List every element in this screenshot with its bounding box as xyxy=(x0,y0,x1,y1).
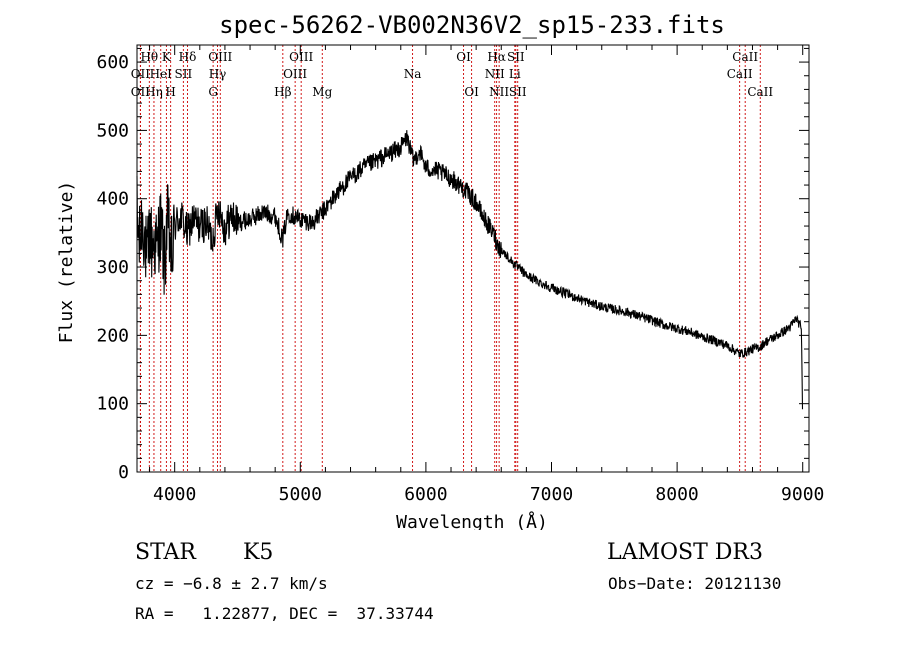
line-label-13: OIII xyxy=(283,67,307,81)
line-label-17: OI xyxy=(456,50,471,64)
x-tick-label-2: 6000 xyxy=(404,484,447,505)
spectral-line-labels: OII OII Hθ Hη HeI K H SII Hδ G Hγ OIII Hβ OIII OIII Mg N… xyxy=(131,50,774,99)
spectrum-line xyxy=(136,130,804,410)
x-tick-label-1: 5000 xyxy=(279,484,322,505)
line-label-6: H xyxy=(165,85,175,99)
line-label-1: OII xyxy=(131,85,151,99)
line-label-5: K xyxy=(162,50,172,64)
y-tick-label-5: 500 xyxy=(96,120,129,141)
y-axis-label: Flux (relative) xyxy=(56,181,77,344)
line-label-22: Li xyxy=(509,67,521,81)
line-label-16: Na xyxy=(404,67,422,81)
obs-date: Obs−Date: 20121130 xyxy=(608,574,782,593)
survey-name: LAMOST DR3 xyxy=(607,540,763,565)
line-label-27: CaII xyxy=(747,85,773,99)
redshift-text: cz = −6.8 ± 2.7 km/s xyxy=(135,574,328,593)
line-label-23: SII xyxy=(507,50,525,64)
line-label-20: Hα xyxy=(487,50,506,64)
x-axis-label: Wavelength (Å) xyxy=(396,511,548,530)
line-label-10: Hγ xyxy=(209,67,227,81)
line-label-19: NII xyxy=(485,67,505,81)
y-tick-label-4: 400 xyxy=(96,189,129,210)
object-subclass: K5 xyxy=(243,540,274,565)
line-label-3: Hη xyxy=(145,85,163,99)
chart-title: spec-56262-VB002N36V2_sp15-233.fits xyxy=(219,11,725,39)
line-label-15: Mg xyxy=(312,85,332,99)
line-label-24: SII xyxy=(509,85,527,99)
x-tick-label-5: 9000 xyxy=(781,484,824,505)
y-tick-label-0: 0 xyxy=(118,462,129,483)
line-label-2: Hθ xyxy=(140,50,158,64)
line-label-25: CaII xyxy=(727,67,753,81)
x-tick-label-0: 4000 xyxy=(153,484,196,505)
coordinates: RA = 1.22877, DEC = 37.33744 xyxy=(135,604,434,623)
y-tick-label-3: 300 xyxy=(96,257,129,278)
x-tick-label-3: 7000 xyxy=(530,484,573,505)
line-label-18: OI xyxy=(464,85,479,99)
line-label-9: G xyxy=(208,85,218,99)
line-label-7: SII xyxy=(174,67,192,81)
y-tick-label-2: 200 xyxy=(96,325,129,346)
spectrum-chart: spec-56262-VB002N36V2_sp15-233.fits OIIO… xyxy=(56,11,824,530)
line-label-14: OIII xyxy=(289,50,313,64)
y-tick-label-6: 600 xyxy=(96,52,129,73)
line-label-8: Hδ xyxy=(179,50,197,64)
spectral-line-markers xyxy=(139,45,761,472)
line-label-12: Hβ xyxy=(274,85,291,99)
line-label-11: OIII xyxy=(208,50,232,64)
x-axis: 4000 5000 6000 7000 8000 9000 xyxy=(149,45,824,505)
object-class: STAR xyxy=(135,540,196,565)
y-tick-label-1: 100 xyxy=(96,394,129,415)
line-label-4: HeI xyxy=(150,67,173,81)
plot-frame xyxy=(136,44,810,473)
y-axis: 0 100 200 300 400 500 600 xyxy=(96,47,809,483)
line-label-21: NII xyxy=(489,85,509,99)
line-label-0: OII xyxy=(131,67,151,81)
x-tick-label-4: 8000 xyxy=(655,484,698,505)
line-label-26: CaII xyxy=(732,50,758,64)
